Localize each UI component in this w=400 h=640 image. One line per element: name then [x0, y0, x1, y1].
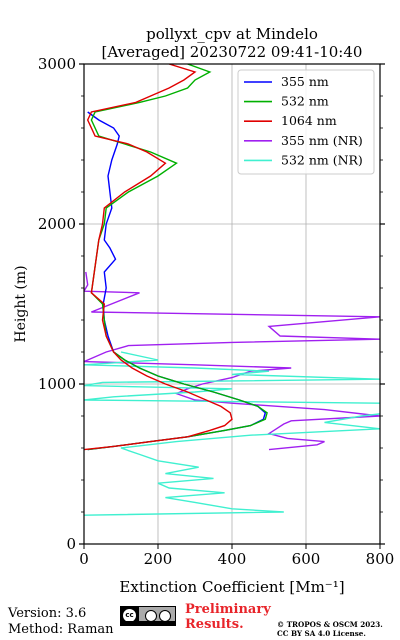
- legend-label-1: 532 nm: [281, 94, 329, 109]
- x-tick-label-4: 800: [366, 550, 395, 568]
- series-line-1: [87, 64, 268, 451]
- legend-label-4: 532 nm (NR): [281, 152, 363, 167]
- y-tick-label-1: 1000: [38, 375, 76, 393]
- y-tick-label-2: 2000: [38, 215, 76, 233]
- y-tick-label-0: 0: [66, 535, 76, 553]
- legend-label-2: 1064 nm: [281, 113, 337, 128]
- legend-label-3: 355 nm (NR): [281, 133, 363, 148]
- ticks: 0 200 400 600 800 0 1000 2000 3000: [38, 55, 395, 568]
- copyright-notice: © TROPOS & OSCM 2023. CC BY SA 4.0 Licen…: [277, 620, 383, 638]
- chart-subtitle: [Averaged] 20230722 09:41-10:40: [102, 43, 363, 61]
- cc-icon: cc: [123, 609, 136, 622]
- version-text: Version: 3.6: [8, 606, 87, 621]
- preliminary-notice: Preliminary Results.: [185, 602, 271, 632]
- y-axis-label: Height (m): [13, 265, 29, 342]
- x-tick-label-2: 400: [218, 550, 247, 568]
- y-tick-label-3: 3000: [38, 55, 76, 73]
- method-text: Method: Raman: [8, 622, 114, 637]
- series-line-2: [84, 64, 233, 451]
- series-line-4: [84, 351, 380, 516]
- x-axis-label: Extinction Coefficient [Mm⁻¹]: [119, 578, 344, 596]
- x-tick-label-3: 600: [292, 550, 321, 568]
- legend-box: [237, 69, 375, 175]
- copyright-line-2: CC BY SA 4.0 License.: [277, 629, 366, 638]
- cc-license-badge: cc: [120, 606, 176, 626]
- series-layer: [84, 64, 380, 516]
- chart-title: pollyxt_cpv at Mindelo: [146, 25, 318, 43]
- x-tick-label-1: 200: [144, 550, 173, 568]
- preliminary-line-2: Results.: [185, 617, 244, 632]
- legend: 355 nm 532 nm 1064 nm 355 nm (NR) 532 nm (NR…: [237, 69, 375, 175]
- copyright-line-1: © TROPOS & OSCM 2023.: [277, 620, 383, 629]
- legend-label-0: 355 nm: [281, 74, 329, 89]
- preliminary-line-1: Preliminary: [185, 602, 271, 617]
- x-tick-label-0: 0: [79, 550, 89, 568]
